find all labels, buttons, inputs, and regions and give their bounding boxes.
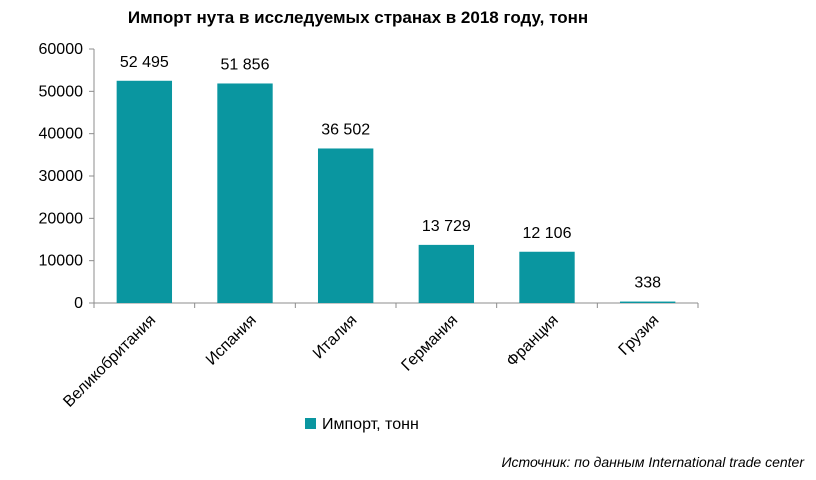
y-tick-label: 10000 — [39, 253, 84, 270]
category-label: Испания — [203, 312, 260, 369]
y-tick-label: 30000 — [39, 168, 84, 185]
bar — [519, 251, 575, 303]
y-tick-label: 0 — [74, 295, 83, 312]
data-label: 51 856 — [221, 56, 270, 73]
y-tick-label: 40000 — [39, 126, 84, 143]
data-label: 52 495 — [120, 54, 169, 71]
bar — [317, 148, 374, 303]
bar — [619, 301, 676, 303]
y-tick-label: 60000 — [39, 41, 84, 58]
bar — [418, 244, 475, 303]
category-label: Франция — [503, 312, 561, 370]
legend-swatch — [305, 418, 316, 429]
legend-label: Импорт, тонн — [322, 416, 419, 433]
data-label: 12 106 — [523, 225, 572, 242]
data-label: 13 729 — [422, 218, 471, 235]
category-label: Германия — [398, 312, 461, 375]
bar — [116, 80, 173, 303]
category-label: Великобритания — [60, 312, 159, 411]
y-tick-label: 20000 — [39, 210, 84, 227]
data-label: 338 — [634, 275, 661, 292]
data-label: 36 502 — [321, 121, 370, 138]
chart-title: Импорт нута в исследуемых странах в 2018… — [127, 8, 589, 27]
y-tick-label: 50000 — [39, 83, 84, 100]
source-note: Источник: по данным International trade … — [501, 454, 804, 470]
category-label: Грузия — [616, 312, 663, 359]
category-label: Италия — [310, 312, 361, 363]
bar — [217, 83, 273, 304]
